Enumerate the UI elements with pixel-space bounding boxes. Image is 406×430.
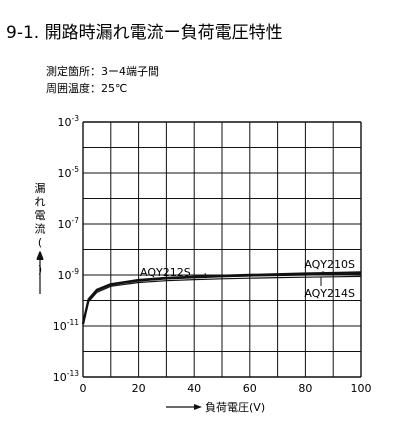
series-label-aqy214s: AQY214S [304,287,355,300]
y-tick-label: 10-7 [58,216,80,231]
y-tick-exponent: -5 [72,165,80,174]
y-tick-label: 10-13 [53,369,79,384]
condition-measurement-point: 測定箇所：3ー4端子間 [46,64,159,78]
y-tick-label: 10-3 [58,114,80,129]
y-axis-arrowhead [37,252,43,260]
x-tick-labels: 0 20 40 60 80 100 [80,382,372,395]
x-tick-label: 20 [132,382,146,395]
y-tick-base: 10 [53,371,67,384]
y-tick-label: 10-9 [58,267,80,282]
y-tick-exponent: -9 [72,267,80,276]
plot-grid [82,121,362,378]
y-tick-base: 10 [53,320,67,333]
series-labels: AQY212S AQY210S AQY214S [140,258,355,300]
x-axis-label: 負荷電圧(V) [205,401,265,414]
y-tick-exponent: -11 [67,318,79,327]
x-tick-label: 100 [351,382,372,395]
series-line-aqy214s [82,275,362,325]
y-tick-exponent: -7 [72,216,80,225]
x-tick-label: 60 [243,382,257,395]
x-axis-arrowhead [194,404,202,410]
y-axis-label-char: 電 [35,209,46,222]
y-tick-base: 10 [58,167,72,180]
series-line-aqy210s [81,271,362,325]
x-tick-label: 80 [298,382,312,395]
series-label-aqy210s: AQY210S [304,258,355,271]
chart-title: 9-1. 開路時漏れ電流ー負荷電圧特性 [6,23,283,43]
series-leader-aqy212s [204,272,207,279]
y-tick-exponent: -3 [72,114,80,123]
y-tick-base: 10 [58,116,72,129]
x-tick-label: 40 [187,382,201,395]
y-axis-label-char: 流 [35,222,46,236]
condition-ambient-temperature: 周囲温度：25℃ [46,81,127,95]
y-axis-label-char: れ [35,196,46,209]
y-tick-base: 10 [58,218,72,231]
y-tick-exponent: -13 [67,369,79,378]
y-tick-label: 10-5 [58,165,80,180]
x-tick-label: 0 [80,382,87,395]
y-tick-base: 10 [58,269,72,282]
y-tick-label: 10-11 [53,318,79,333]
series-label-aqy212s: AQY212S [140,266,191,279]
y-axis-label-char: ( [38,236,42,249]
series-lines [81,271,362,325]
y-axis-label-char: 漏 [35,182,46,195]
